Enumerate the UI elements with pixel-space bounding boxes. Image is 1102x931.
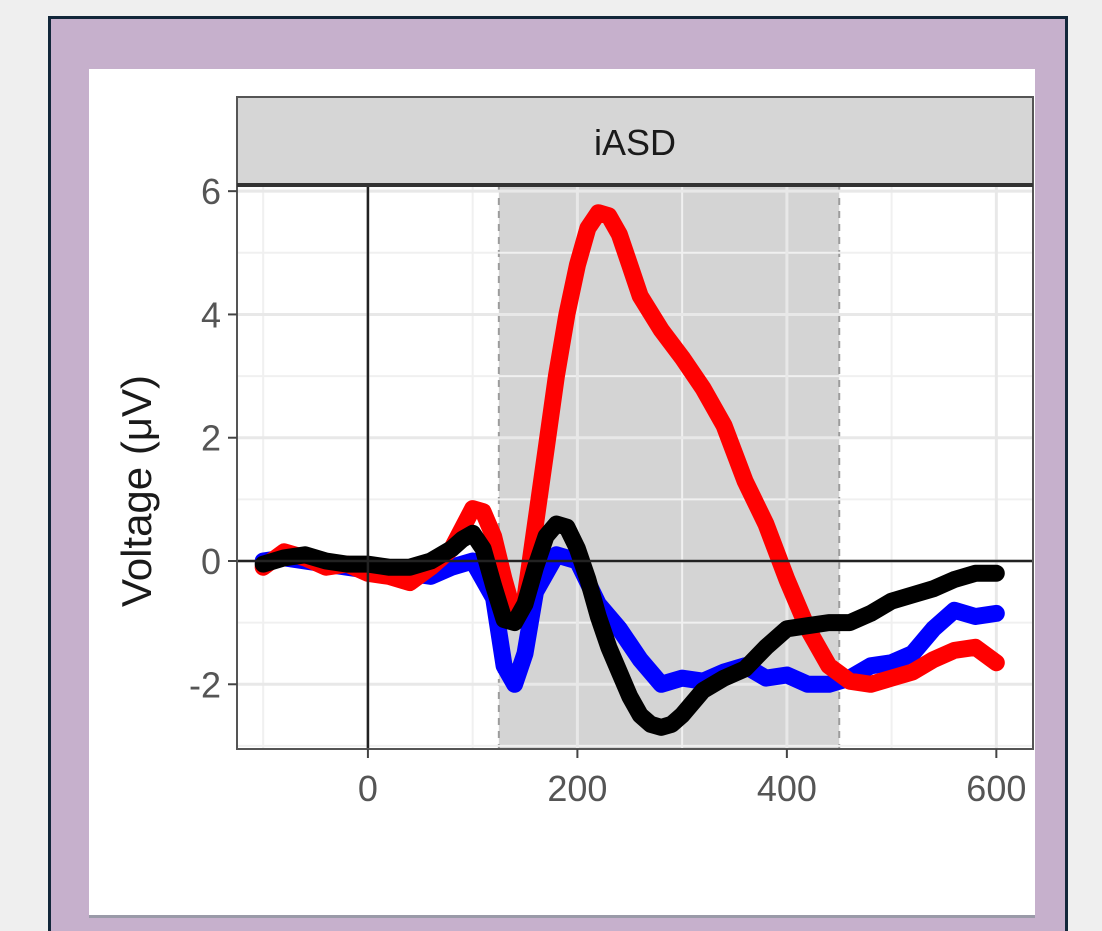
shaded-window	[498, 185, 840, 749]
figure-panel: iASD 0 200 400 600 -2 0 2 4 6 Voltage (μV)	[89, 69, 1035, 918]
y-tick-label: 6	[201, 171, 221, 212]
y-axis-title: Voltage (μV)	[113, 375, 160, 607]
facet-label: iASD	[594, 122, 676, 163]
erp-line-chart: iASD 0 200 400 600 -2 0 2 4 6 Voltage (μV)	[113, 96, 1034, 809]
y-tick-label: -2	[189, 664, 221, 705]
y-tick-label: 4	[201, 294, 221, 335]
red-series-line	[254, 204, 1005, 693]
y-tick-label: 2	[201, 418, 221, 459]
x-tick-label: 600	[966, 768, 1026, 809]
figure-frame: iASD 0 200 400 600 -2 0 2 4 6 Voltage (μV)	[48, 16, 1068, 931]
x-tick-label: 0	[358, 768, 378, 809]
facet-strip	[236, 96, 1034, 186]
x-tick-label: 200	[547, 768, 607, 809]
black-series-line	[254, 515, 1005, 736]
x-tick-label: 400	[757, 768, 817, 809]
y-tick-label: 0	[201, 541, 221, 582]
